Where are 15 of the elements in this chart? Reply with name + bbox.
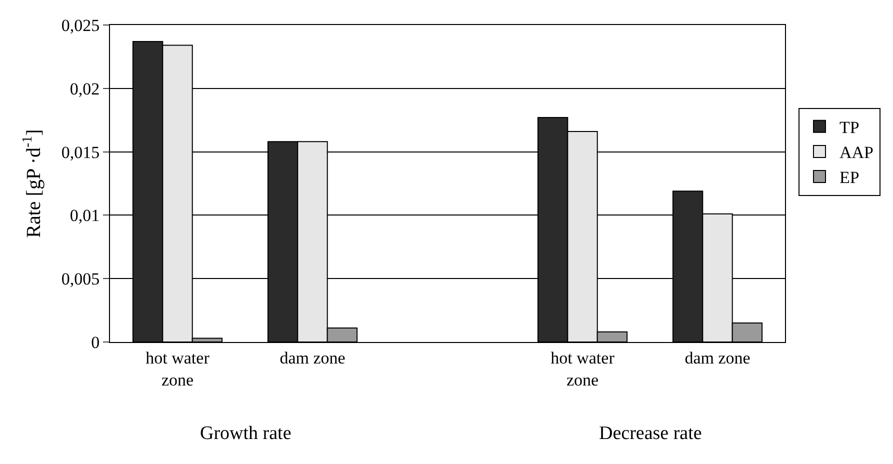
x-tick-label: hot water zone: [146, 348, 210, 390]
y-tick-label: 0,025: [61, 16, 100, 35]
y-tick-label: 0: [91, 332, 100, 352]
legend-label: AAP: [840, 143, 874, 162]
x-tick-label: dam zone: [684, 348, 750, 368]
x-tick-label: hot water zone: [550, 348, 615, 390]
y-tick-label: 0,01: [70, 206, 100, 226]
x-tick-label: dam zone: [280, 348, 346, 368]
legend-label: TP: [840, 118, 860, 137]
legend-label: EP: [840, 168, 860, 188]
y-tick-label: 0,02: [70, 79, 100, 98]
y-tick-label: 0,005: [61, 270, 100, 289]
text: Decrease rate: [599, 423, 702, 444]
text: Growth rate: [200, 423, 292, 444]
y-tick-label: 0,015: [61, 142, 100, 162]
